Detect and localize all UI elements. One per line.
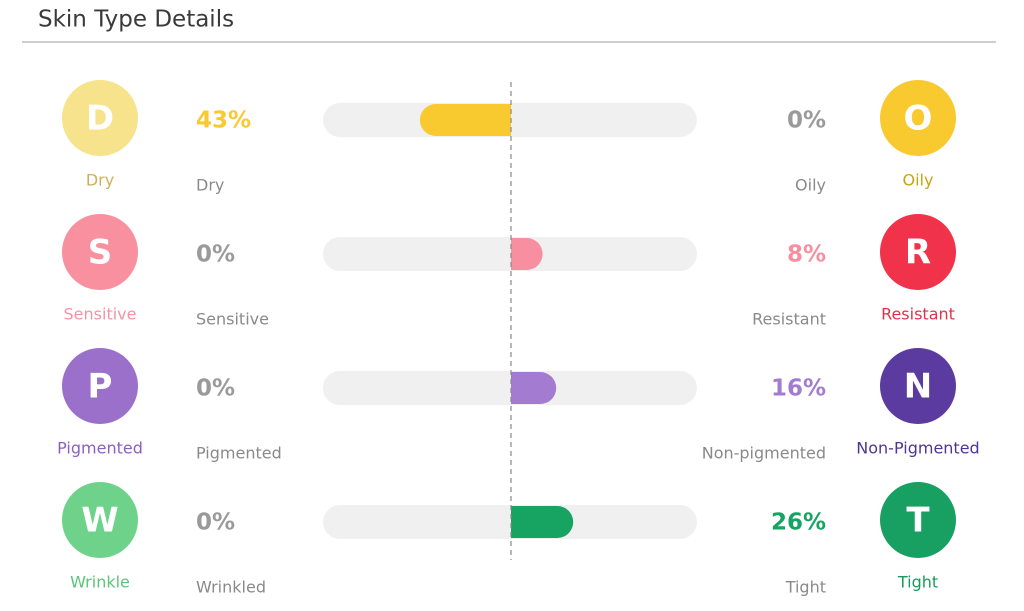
percent: 43% [196,108,251,134]
trait-label: Resistant [752,310,826,329]
bar-track [323,237,697,271]
panel-title: Skin Type Details [38,7,234,33]
trait-label: Dry [196,176,224,195]
type-name: Resistant [881,305,955,324]
type-badge [880,482,956,558]
trait-label: Oily [795,176,826,195]
type-name: Sensitive [64,305,137,324]
type-letter: P [88,367,113,407]
type-badge [880,80,956,156]
value-bar [419,104,511,136]
trait-label: Wrinkled [196,578,266,597]
percent: 0% [787,108,826,134]
value-bar [511,238,543,270]
type-letter: S [88,233,113,273]
trait-label: Sensitive [196,310,269,329]
type-badge [62,214,138,290]
type-letter: W [81,501,119,541]
percent: 8% [787,242,826,268]
bar-track [323,505,697,539]
percent: 16% [771,376,826,402]
type-name: Non-Pigmented [856,439,979,458]
bar-track [323,371,697,405]
type-badge [62,80,138,156]
trait-label: Tight [785,578,826,597]
type-name: Tight [897,573,938,592]
type-badge [880,348,956,424]
type-name: Dry [86,171,114,190]
type-name: Oily [903,171,934,190]
type-name: Pigmented [57,439,143,458]
type-letter: T [906,501,930,541]
trait-label: Non-pigmented [702,444,826,463]
type-badge [880,214,956,290]
type-badge [62,348,138,424]
percent: 26% [771,510,826,536]
type-letter: N [904,367,932,407]
percent: 0% [196,510,235,536]
percent: 0% [196,376,235,402]
type-letter: D [86,99,114,139]
percent: 0% [196,242,235,268]
value-bar [511,372,557,404]
type-name: Wrinkle [70,573,130,592]
type-letter: O [904,99,933,139]
trait-label: Pigmented [196,444,282,463]
type-letter: R [905,233,931,273]
value-bar [511,506,574,538]
type-badge [62,482,138,558]
